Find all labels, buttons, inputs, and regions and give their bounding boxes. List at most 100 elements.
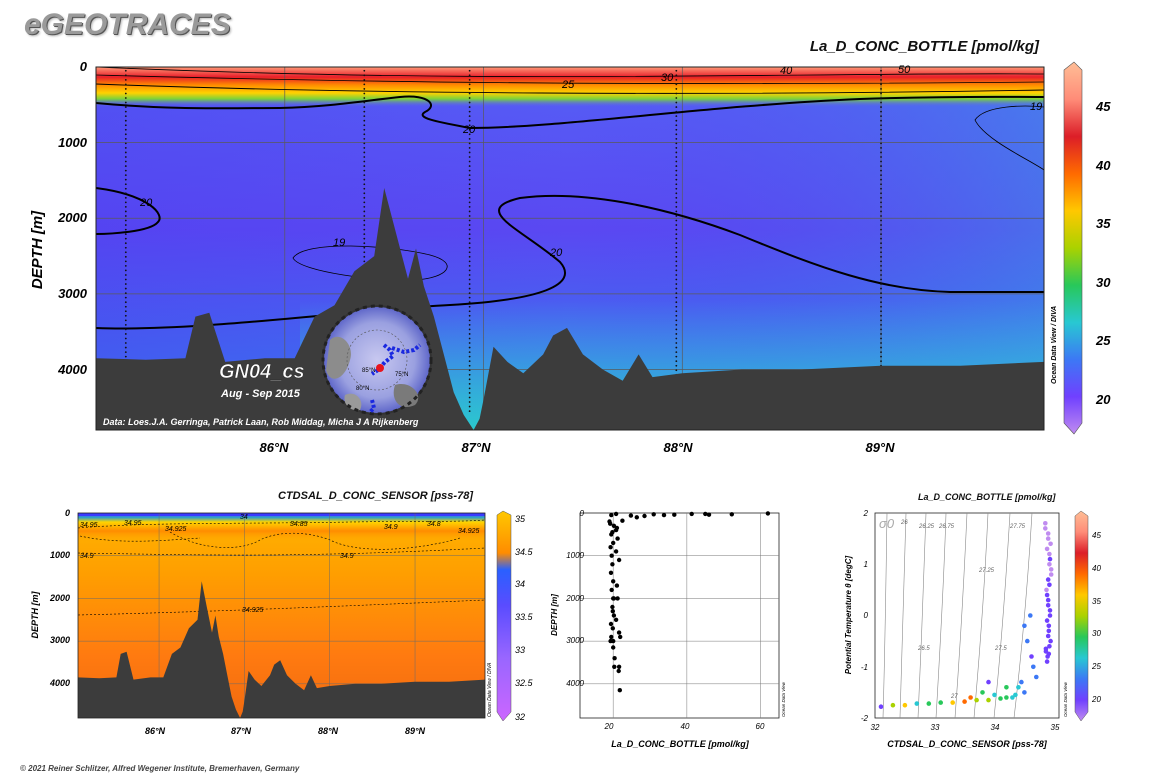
station-sample-dot — [363, 74, 366, 77]
station-sample-dot — [468, 323, 471, 326]
bl-cbar-tick: 35 — [515, 514, 526, 524]
station-sample-dot — [880, 196, 882, 199]
station-sample-dot — [124, 337, 127, 340]
station-sample-dot — [124, 278, 127, 281]
br-data-point — [1029, 654, 1034, 659]
bl-contour-label: 34.9 — [80, 553, 94, 560]
br-data-point — [1043, 646, 1049, 652]
bl-colorbar-ticks: 35 34.5 34 33.5 33 32.5 32 — [515, 514, 534, 722]
station-sample-dot — [880, 274, 882, 276]
station-sample-dot — [880, 314, 882, 317]
br-data-point — [1022, 623, 1027, 629]
station-sample-dot — [880, 269, 882, 272]
station-sample-dot — [675, 269, 678, 272]
main-ytick: 4000 — [57, 362, 88, 377]
station-sample-dot — [880, 246, 882, 249]
bm-data-point — [616, 557, 622, 563]
station-sample-dot — [880, 97, 882, 99]
station-sample-dot — [675, 364, 678, 367]
station-sample-dot — [675, 201, 678, 204]
br-data-point — [1044, 587, 1049, 593]
bm-data-point — [608, 638, 613, 644]
station-sample-dot — [363, 110, 366, 113]
bl-xticks: 86°N 87°N 88°N 89°N — [145, 726, 426, 736]
station-sample-dot — [880, 78, 882, 81]
station-sample-dot — [124, 160, 127, 163]
map-label-85n: 85°N — [362, 368, 375, 374]
station-sample-dot — [124, 124, 127, 127]
station-sample-dot — [880, 255, 882, 258]
station-sample-dot — [675, 319, 678, 322]
station-sample-dot — [675, 133, 678, 136]
br-data-point — [1013, 692, 1018, 698]
br-colorbar — [1074, 510, 1089, 722]
station-sample-dot — [880, 183, 882, 186]
br-ytick: -2 — [861, 714, 869, 723]
station-sample-dot — [675, 301, 678, 304]
station-sample-dot — [468, 274, 471, 276]
bm-data-point — [634, 515, 639, 520]
station-sample-dot — [880, 133, 882, 136]
main-cbar-tick: 40 — [1095, 158, 1111, 173]
station-sample-dot — [880, 119, 882, 122]
main-xtick: 86°N — [259, 440, 289, 455]
station-sample-dot — [124, 274, 127, 276]
bm-data-point — [611, 645, 616, 650]
contour-label-40: 40 — [780, 65, 793, 77]
br-data-point — [1048, 541, 1053, 547]
station-sample-dot — [468, 342, 471, 344]
br-data-point — [1004, 695, 1009, 700]
station-sample-dot — [124, 97, 127, 99]
station-sample-dot — [468, 183, 471, 186]
station-sample-dot — [363, 69, 366, 72]
br-data-point — [1045, 603, 1051, 608]
bl-ytick: 0 — [65, 508, 70, 518]
bl-contour-label: 34.85 — [290, 521, 308, 528]
station-sample-dot — [124, 142, 127, 145]
br-isopycnal-labels: 26 26.25 26.5 26.75 27 27.25 27.5 27.75 — [900, 520, 1026, 700]
station-sample-dot — [124, 328, 127, 331]
station-sample-dot — [880, 69, 882, 72]
station-sample-dot — [124, 178, 127, 181]
station-sample-dot — [468, 210, 471, 213]
br-isopycnals — [882, 513, 1033, 718]
bm-xlabel: La_D_CONC_BOTTLE [pmol/kg] — [611, 739, 750, 749]
station-sample-dot — [468, 83, 471, 86]
station-sample-dot — [880, 74, 882, 77]
station-sample-dot — [675, 274, 678, 276]
station-sample-dot — [363, 151, 366, 154]
station-sample-dot — [675, 287, 678, 290]
bm-data-point — [611, 540, 616, 546]
station-sample-dot — [880, 92, 882, 95]
station-sample-dot — [468, 133, 471, 136]
station-sample-dot — [363, 106, 366, 108]
bl-contour-label: 34.95 — [80, 522, 98, 529]
bm-xtick: 40 — [681, 722, 690, 731]
bl-contours — [78, 519, 485, 616]
br-data-point — [1045, 577, 1051, 582]
station-sample-dot — [880, 151, 882, 154]
station-sample-dot — [675, 355, 678, 358]
bl-contour-label: 34 — [240, 514, 248, 521]
station-sample-dot — [880, 224, 882, 226]
station-sample-dot — [468, 142, 471, 145]
station-sample-dot — [468, 187, 471, 190]
station-sample-dot — [363, 187, 366, 190]
bl-ytick: 1000 — [50, 550, 70, 560]
station-sample-dot — [675, 78, 678, 81]
station-sample-dot — [124, 310, 127, 313]
station-sample-dot — [880, 233, 882, 236]
br-data-point — [1047, 644, 1052, 649]
main-xtick: 88°N — [663, 440, 693, 455]
main-cbar-tick: 20 — [1095, 392, 1111, 407]
station-sample-dot — [468, 115, 471, 118]
station-sample-dot — [468, 364, 471, 367]
bm-data-point — [765, 511, 771, 516]
br-ytick: -1 — [861, 663, 868, 672]
station-sample-dot — [880, 137, 882, 140]
station-sample-dot — [468, 319, 471, 322]
bm-data-point — [617, 688, 622, 693]
bl-xtick: 87°N — [231, 726, 252, 736]
bl-ytick: 2000 — [49, 593, 70, 603]
station-sample-dot — [880, 178, 882, 181]
